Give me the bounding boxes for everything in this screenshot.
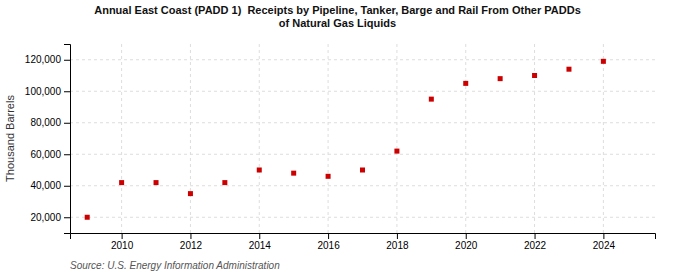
y-axis-tick-mark [64, 154, 70, 155]
y-axis-tick-mark [64, 217, 70, 218]
y-axis-tick-mark [64, 123, 70, 124]
y-axis-tick-label: 20,000 [30, 212, 61, 223]
y-axis-tick-label: 100,000 [25, 86, 62, 97]
title: Annual East Coast (PADD 1) Receipts by P… [94, 4, 581, 29]
x-axis-tick-mark [397, 233, 398, 239]
y-axis-tick: 60,000 [30, 149, 70, 160]
y-axis-tick-mark [64, 91, 70, 92]
y-axis-tick-mark [64, 186, 70, 187]
point [222, 180, 227, 185]
x-axis-tick-label: 2010 [111, 240, 134, 251]
y-axis-tick: 100,000 [25, 86, 70, 97]
point [360, 168, 365, 173]
x-axis-tick-label: 2014 [249, 240, 272, 251]
grid-line-x [465, 44, 466, 233]
y-axis-tick-label: 60,000 [30, 149, 61, 160]
title-line: Annual East Coast (PADD 1) Receipts by P… [94, 4, 581, 16]
point [154, 180, 159, 185]
x-axis-tick-label: 2016 [317, 240, 340, 251]
grid-line-y [70, 185, 655, 186]
grid-line-y [70, 59, 655, 60]
point [291, 171, 296, 176]
y-axis-tick-label: 80,000 [30, 117, 61, 128]
x-axis-tick-label: 2020 [455, 240, 478, 251]
grid-line-y [70, 122, 655, 123]
point [532, 73, 537, 78]
grid-line-y [70, 217, 655, 218]
grid-line-x [121, 44, 122, 233]
x-axis-tick: 2016 [317, 233, 340, 251]
grid-line-x [190, 44, 191, 233]
x-axis-tick-label: 2012 [180, 240, 203, 251]
title-line: of Natural Gas Liquids [279, 17, 396, 29]
plot: 2010 2012 2014 2016 2018 2020 2022 2024 20,000 40… [25, 44, 656, 251]
x-axis: 2010 2012 2014 2016 2018 2020 2022 2024 [71, 233, 656, 251]
x-axis-tick-label: 2022 [524, 240, 547, 251]
y-axis-line [64, 45, 71, 234]
point [429, 97, 434, 102]
x-axis-tick-mark [535, 233, 536, 239]
x-axis-tick: 2014 [249, 233, 272, 251]
y-axis-tick-label: 40,000 [30, 180, 61, 191]
grid-line-x [396, 44, 397, 233]
y-axis-tick-label: 120,000 [25, 54, 62, 65]
x-axis-tick-mark [603, 233, 604, 239]
grid-line-x [328, 44, 329, 233]
grid-line-y [70, 154, 655, 155]
x-axis-tick-mark [466, 233, 467, 239]
x-axis-tick-mark [122, 233, 123, 239]
point [394, 149, 399, 154]
x-axis-tick-label: 2018 [386, 240, 409, 251]
grid-line-y [70, 91, 655, 92]
y-axis-title: Thousand Barrels [4, 95, 16, 182]
point [566, 67, 571, 72]
point [463, 81, 468, 86]
y-axis: 20,000 40,000 60,000 80,000 100,000 120,000 [25, 45, 71, 234]
point [326, 174, 331, 179]
x-axis-tick-mark [259, 233, 260, 239]
x-axis-tick: 2020 [455, 233, 478, 251]
x-axis-tick: 2010 [111, 233, 134, 251]
point [119, 180, 124, 185]
y-axis-tick: 80,000 [30, 117, 70, 128]
grid [70, 44, 655, 233]
x-axis-line [71, 234, 656, 240]
y-axis-tick: 40,000 [30, 180, 70, 191]
x-axis-tick: 2024 [593, 233, 616, 251]
grid-line-x [534, 44, 535, 233]
point [498, 76, 503, 81]
y-axis-tick-mark [64, 60, 70, 61]
y-axis-tick: 20,000 [30, 212, 70, 223]
point [257, 168, 262, 173]
x-axis-tick-label: 2024 [593, 240, 616, 251]
x-axis-tick: 2012 [180, 233, 203, 251]
x-axis-tick: 2022 [524, 233, 547, 251]
x-axis-tick: 2018 [386, 233, 409, 251]
marks [85, 59, 606, 220]
point [85, 215, 90, 220]
point [188, 191, 193, 196]
x-axis-tick-mark [328, 233, 329, 239]
chart: Annual East Coast (PADD 1) Receipts by P… [0, 0, 675, 275]
point [601, 59, 606, 64]
x-axis-tick-mark [190, 233, 191, 239]
y-axis-tick: 120,000 [25, 54, 70, 65]
grid-line-x [259, 44, 260, 233]
grid-line-x [603, 44, 604, 233]
annotation: Source: U.S. Energy Information Administ… [70, 260, 280, 271]
